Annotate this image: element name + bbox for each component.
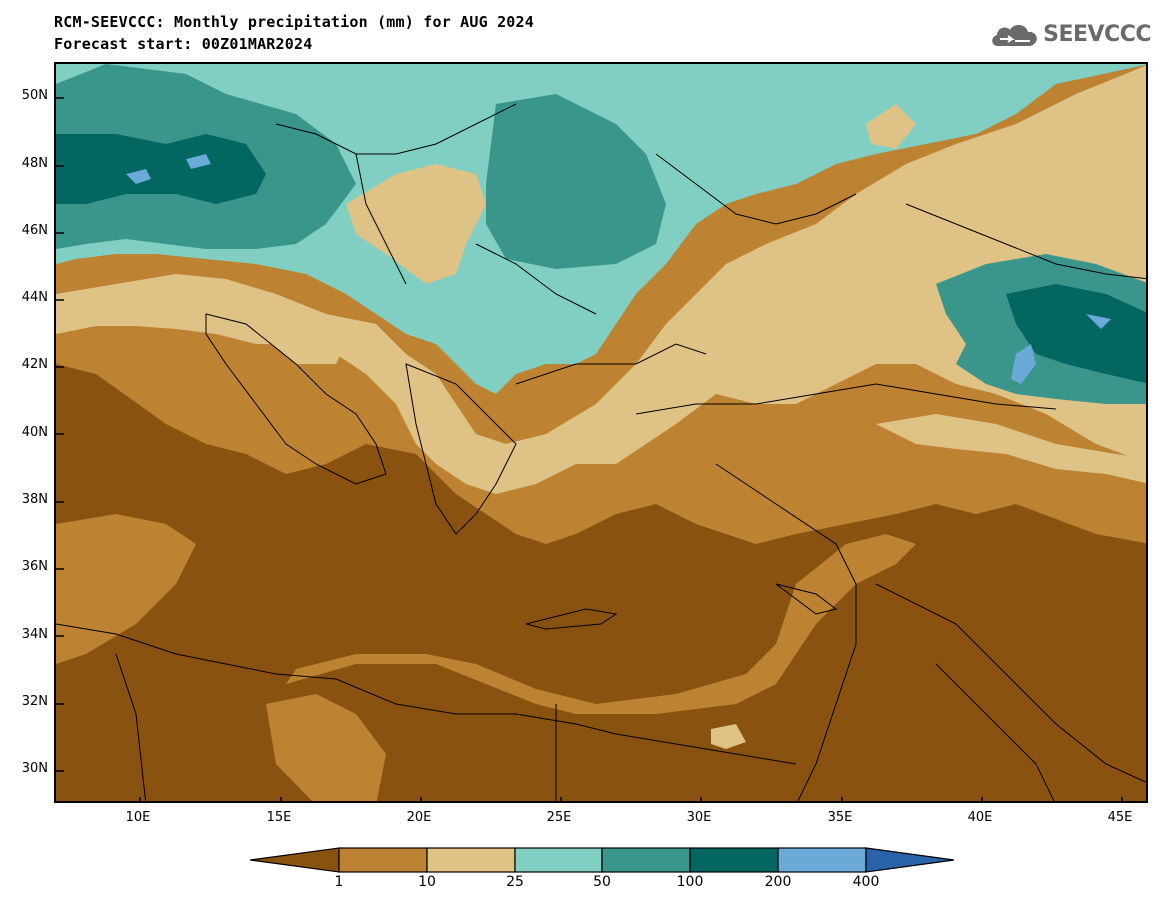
zone-200-400-a [126, 169, 151, 184]
lon-label-45e: 45E [1107, 810, 1133, 825]
colorbar-label-50: 50 [593, 874, 611, 890]
colorbar-segment-1-10 [338, 847, 428, 873]
zone-100-200-caucasus [1006, 284, 1146, 384]
lon-label-20e: 20E [406, 810, 432, 825]
zone-1-10-south [286, 534, 916, 714]
lon-label-25e: 25E [546, 810, 572, 825]
colorbar-segment-below-1 [250, 847, 340, 873]
zone-100-200-alps [56, 134, 266, 204]
colorbar-label-200: 200 [764, 874, 792, 890]
zone-200-400-b [186, 154, 211, 169]
zone-50-100-romania [486, 94, 666, 269]
cloud-icon [992, 24, 1037, 46]
axis-ticks [56, 97, 1123, 801]
map-canvas [56, 64, 1146, 801]
seevccc-logo: SEEVCCC [990, 20, 1151, 48]
lon-label-15e: 15E [266, 810, 292, 825]
colorbar-segment-10-25 [426, 847, 516, 873]
lat-label-46n: 46N [21, 223, 48, 238]
zone-200-400-c [1011, 344, 1036, 384]
lat-label-36n: 36N [21, 559, 48, 574]
zone-10-25-egypt [711, 724, 746, 749]
colorbar-label-10: 10 [418, 874, 436, 890]
lat-label-42n: 42N [21, 357, 48, 372]
precipitation-map [54, 62, 1148, 803]
zone-10-25-ukraine [866, 104, 916, 149]
zone-10-25-anatolia [876, 414, 1146, 484]
logo-text: SEEVCCC [1043, 21, 1151, 47]
colorbar-label-400: 400 [852, 874, 880, 890]
colorbar-label-100: 100 [676, 874, 704, 890]
lat-label-48n: 48N [21, 156, 48, 171]
zone-10-25-hungary [346, 164, 486, 284]
lat-label-32n: 32N [21, 694, 48, 709]
lon-label-35e: 35E [827, 810, 853, 825]
lon-label-40e: 40E [967, 810, 993, 825]
colorbar-label-1: 1 [334, 874, 344, 890]
lon-label-10e: 10E [125, 810, 151, 825]
colorbar-segment-50-100 [601, 847, 691, 873]
zone-1-10-sw [56, 514, 196, 664]
zone-200-400-d [1086, 314, 1111, 329]
colorbar-segment-200-400 [777, 847, 867, 873]
colorbar [250, 847, 955, 873]
colorbar-segment-25-50 [514, 847, 603, 873]
colorbar-label-25: 25 [506, 874, 524, 890]
lat-label-38n: 38N [21, 492, 48, 507]
zone-1-10-libya [266, 694, 386, 801]
zone-10-25-italy [266, 314, 346, 364]
zone-below-1 [56, 364, 1146, 801]
lon-label-30e: 30E [686, 810, 712, 825]
lat-label-44n: 44N [21, 290, 48, 305]
country-borders [56, 103, 1146, 801]
lat-label-50n: 50N [21, 88, 48, 103]
colorbar-segment-above-400 [865, 847, 955, 873]
map-title: RCM-SEEVCCC: Monthly precipitation (mm) … [54, 13, 534, 31]
zone-10-25-north [56, 65, 1146, 494]
lat-label-30n: 30N [21, 761, 48, 776]
colorbar-segment-100-200 [689, 847, 779, 873]
lat-label-34n: 34N [21, 627, 48, 642]
forecast-start: Forecast start: 00Z01MAR2024 [54, 35, 313, 53]
lat-label-40n: 40N [21, 425, 48, 440]
